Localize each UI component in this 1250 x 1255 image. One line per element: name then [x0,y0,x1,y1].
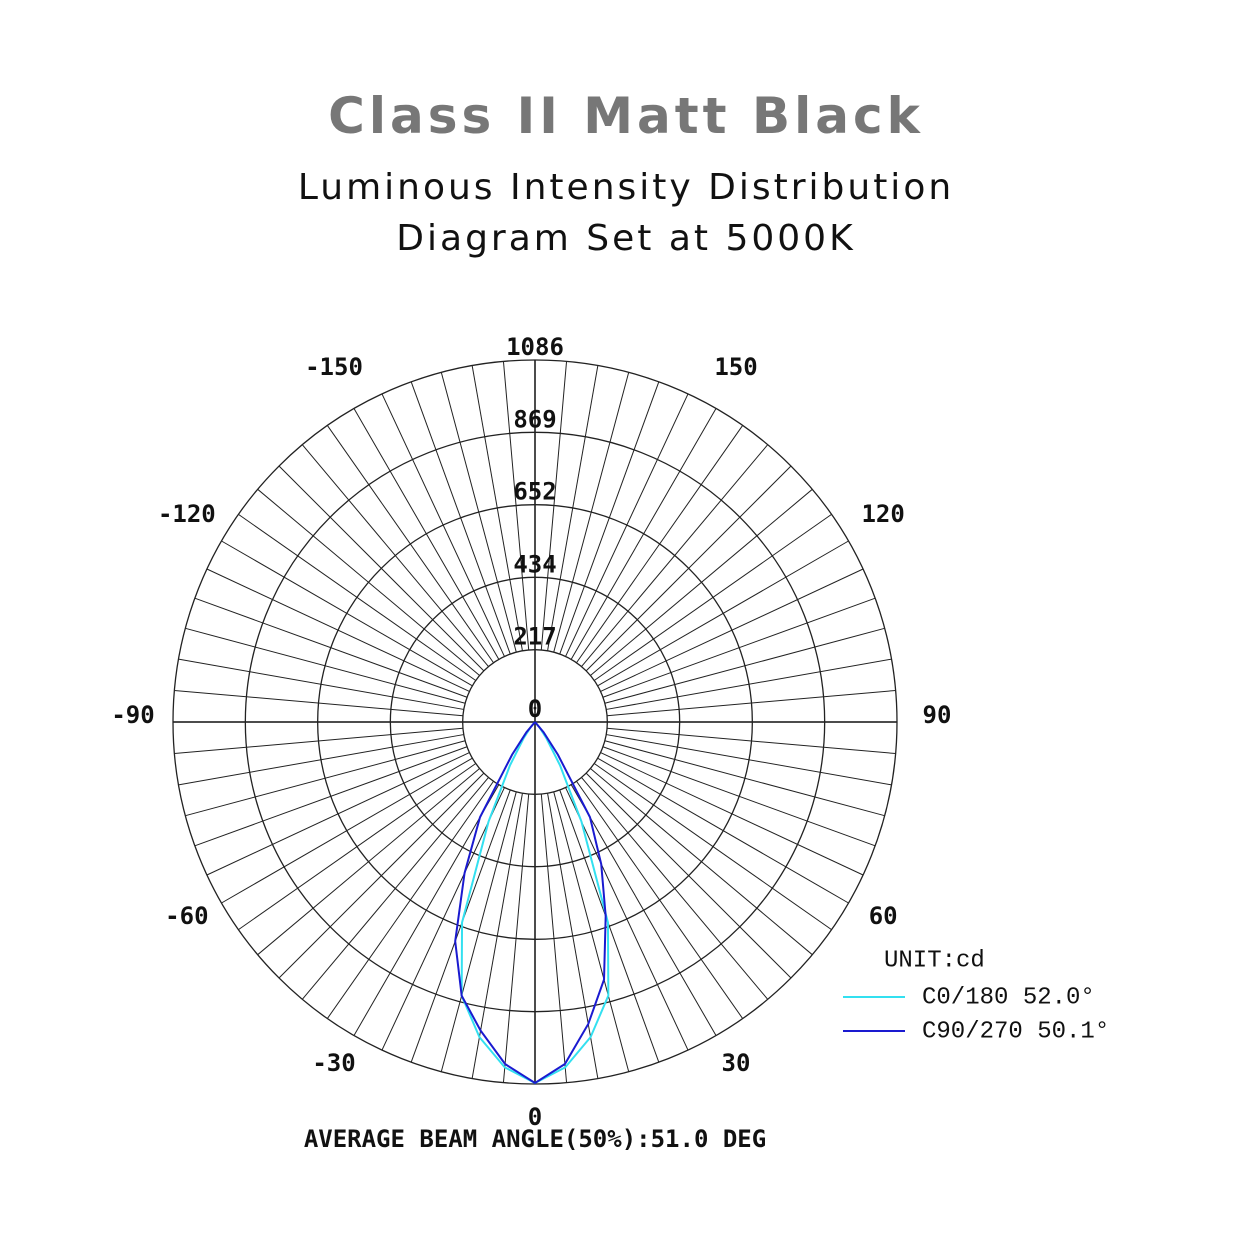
chart-subtitle: Luminous Intensity Distribution [298,167,954,208]
plot [454,721,610,1085]
r-tick-label: 434 [513,550,556,578]
legend-label: C0/180 52.0° [922,984,1095,1011]
series-line [454,721,607,1085]
grid-ring [244,431,826,1013]
angle-tick-label: -90 [111,701,154,729]
angle-tick-label: -150 [305,353,363,381]
polar-grid: 0 217 434 652 869 1086 0 30 60 90 120 150 -150 -120 -9… [111,333,951,1131]
angle-tick-label: -120 [158,500,216,528]
r-tick-label: 1086 [506,333,564,361]
grid-ring [317,504,753,940]
angle-tick-label: -30 [312,1049,355,1077]
footer: AVERAGE BEAM ANGLE(50%):51.0 DEG [304,1125,766,1153]
chart-title: Class II Matt Black [328,87,924,145]
unit-label: UNIT:cd [884,947,985,974]
angle-tick-label: 150 [714,353,757,381]
chart-subtitle: Diagram Set at 5000K [396,218,855,259]
angle-tick-label: 0 [528,1103,542,1131]
legend-label: C90/270 50.1° [922,1018,1109,1045]
angle-tick-label: 120 [861,500,904,528]
angle-tick-label: 30 [722,1049,751,1077]
r-tick-label: 869 [513,405,556,433]
grid-ring [462,649,608,795]
grid-ring [389,576,681,868]
angle-tick-label: 60 [869,902,898,930]
r-tick-label: 652 [513,478,556,506]
r-tick-label: 217 [513,623,556,651]
angle-tick-label: 90 [923,701,952,729]
angle-tick-label: -60 [165,902,208,930]
r-tick-label: 0 [528,695,542,723]
